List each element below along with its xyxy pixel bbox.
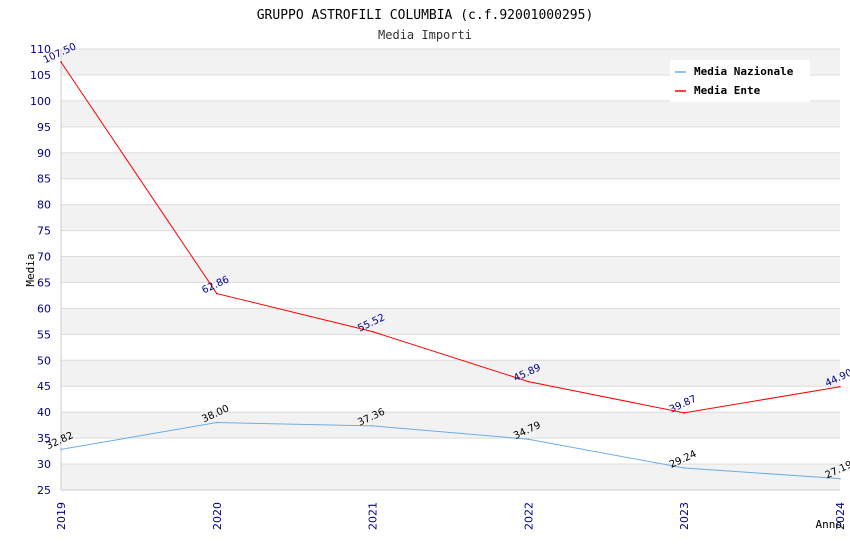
legend-label-ente: Media Ente (694, 84, 761, 97)
legend: Media Nazionale Media Ente (670, 60, 810, 102)
y-tick-label: 45 (37, 380, 51, 393)
y-tick-label: 85 (37, 173, 51, 186)
data-point (839, 477, 841, 480)
y-tick-label: 110 (30, 43, 51, 56)
data-point (371, 425, 374, 427)
grid-band (61, 334, 840, 361)
x-tick-label: 2024 (834, 502, 847, 530)
grid-band (61, 178, 840, 205)
y-tick-label: 30 (37, 458, 51, 471)
data-point (60, 448, 62, 451)
data-point (839, 385, 841, 388)
data-point (683, 467, 685, 469)
grid-band (61, 308, 840, 335)
x-tick-label: 2020 (211, 502, 224, 530)
data-point (527, 438, 530, 441)
grid-band (61, 412, 840, 439)
legend-box (670, 60, 810, 102)
grid-band (61, 126, 840, 153)
y-axis-ticks: 25 30 35 40 45 50 55 60 65 70 75 80 85 90 95 100 105 110 (30, 43, 51, 497)
y-tick-label: 65 (37, 276, 51, 289)
x-tick-label: 2023 (678, 502, 691, 530)
legend-label-nazionale: Media Nazionale (694, 65, 794, 78)
y-tick-label: 35 (37, 432, 51, 445)
y-tick-label: 70 (37, 251, 51, 264)
grid-band (61, 282, 840, 309)
grid-band (61, 100, 840, 127)
grid-band (61, 360, 840, 387)
y-tick-label: 80 (37, 199, 51, 212)
y-tick-label: 55 (37, 328, 51, 341)
x-tick-label: 2022 (522, 502, 535, 530)
data-point (216, 421, 218, 424)
grid-band (61, 230, 840, 257)
y-tick-label: 75 (37, 225, 51, 238)
series-line (60, 61, 841, 414)
series-line (60, 422, 841, 480)
grid-band (61, 256, 840, 283)
y-tick-label: 50 (37, 354, 51, 367)
y-tick-label: 60 (37, 302, 51, 315)
grid-band (61, 438, 840, 465)
y-tick-label: 95 (37, 121, 51, 134)
chart-title: GRUPPO ASTROFILI COLUMBIA (c.f.920010002… (257, 8, 594, 23)
grid-bands (60, 48, 840, 491)
data-point (216, 292, 218, 295)
y-tick-label: 105 (30, 69, 51, 82)
data-point (683, 412, 685, 414)
y-tick-label: 100 (30, 95, 51, 108)
grid-band (61, 204, 840, 231)
x-tick-label: 2019 (55, 502, 68, 530)
y-tick-label: 25 (37, 484, 51, 497)
data-point (371, 330, 374, 333)
grid-band (61, 386, 840, 413)
data-point (60, 61, 62, 63)
x-tick-label: 2021 (367, 502, 380, 530)
data-point (527, 380, 530, 383)
y-axis-label: Media (24, 253, 37, 286)
x-axis-ticks: 2019 2020 2021 2022 2023 2024 (55, 502, 847, 530)
grid-band (61, 152, 840, 179)
y-tick-label: 40 (37, 406, 51, 419)
y-tick-label: 90 (37, 147, 51, 160)
chart-subtitle: Media Importi (378, 28, 472, 42)
x-axis-label: Anno (816, 518, 843, 531)
grid-band (61, 464, 840, 490)
